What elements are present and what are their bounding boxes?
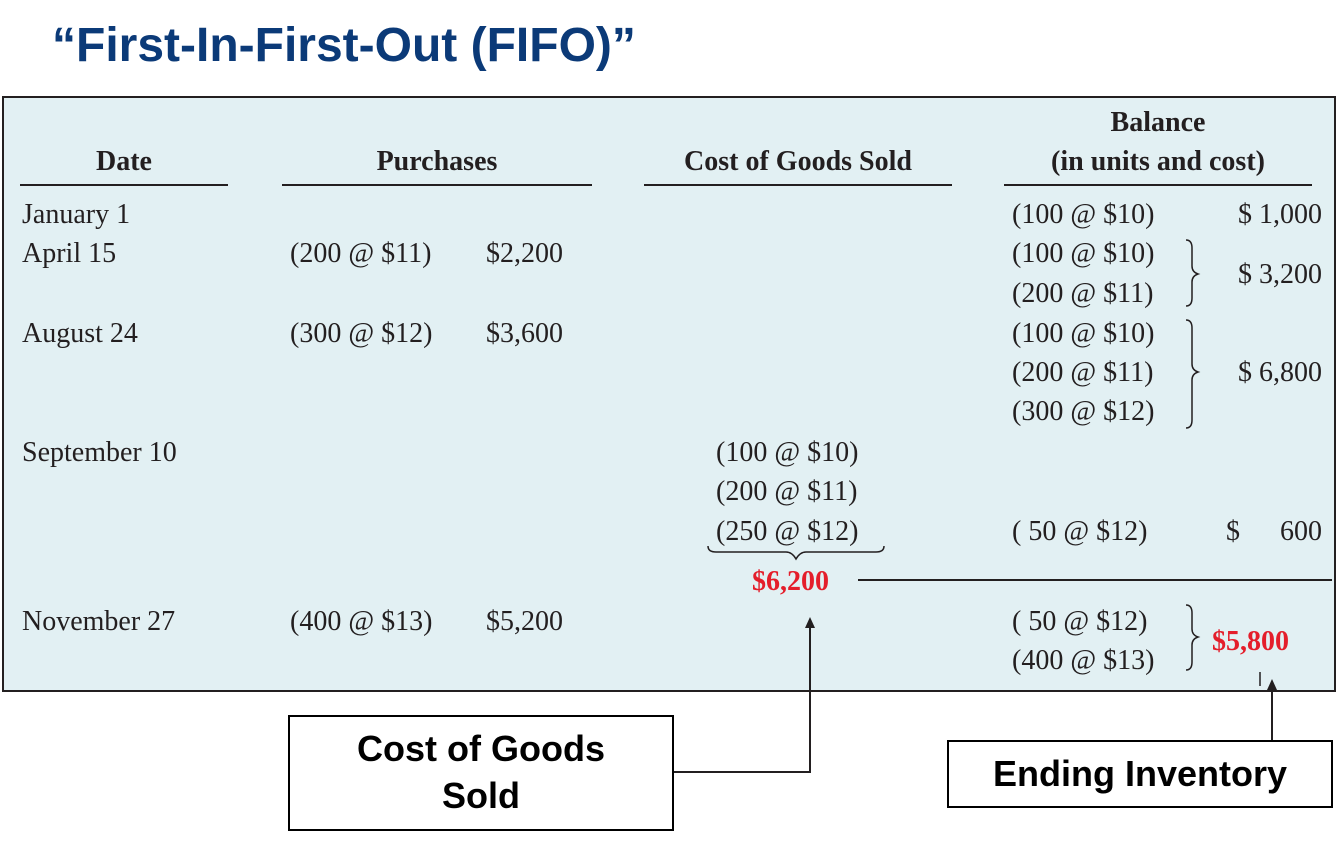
- purchase-cost-aug24: $3,600: [486, 318, 563, 349]
- header-rule-cogs: [644, 184, 952, 186]
- cogs-underbrace: [707, 545, 885, 561]
- cogs-total: $6,200: [752, 566, 829, 597]
- cogs-arrowhead: [805, 617, 815, 628]
- row-date-apr15: April 15: [22, 238, 117, 269]
- header-rule-purchases: [282, 184, 592, 186]
- purchase-cost-apr15: $2,200: [486, 238, 563, 269]
- purchase-units-nov27: (400 @ $13): [290, 606, 433, 637]
- balance-units-apr15-2: (200 @ $11): [1012, 278, 1154, 309]
- ending-inventory-total: $5,800: [1212, 626, 1289, 657]
- cogs-units-sep10-1: (100 @ $10): [716, 437, 859, 468]
- callout-cost-of-goods-sold: Cost of Goods Sold: [288, 715, 674, 831]
- purchase-units-apr15: (200 @ $11): [290, 238, 432, 269]
- fifo-table: Date Purchases Cost of Goods Sold Balanc…: [2, 96, 1336, 692]
- row-date-jan1: January 1: [22, 199, 131, 230]
- balance-units-aug24-1: (100 @ $10): [1012, 318, 1155, 349]
- slide-title: “First-In-First-Out (FIFO)”: [52, 19, 636, 72]
- ending-inventory-arrowhead: [1267, 679, 1277, 690]
- balance-cost-sep10: 600: [1280, 516, 1322, 547]
- purchase-units-aug24: (300 @ $12): [290, 318, 433, 349]
- cogs-units-sep10-2: (200 @ $11): [716, 476, 858, 507]
- balance-units-aug24-3: (300 @ $12): [1012, 396, 1155, 427]
- balance-cost-jan1: $ 1,000: [1238, 199, 1322, 230]
- brace-aug24: [1185, 319, 1201, 429]
- header-balance-line1: Balance: [1110, 107, 1206, 138]
- balance-units-jan1: (100 @ $10): [1012, 199, 1155, 230]
- callout-ending-inventory-label: Ending Inventory: [992, 752, 1287, 794]
- brace-apr15: [1185, 239, 1201, 307]
- balance-cost-aug24: $ 6,800: [1238, 357, 1322, 388]
- callout-cogs-line1: Cost of Goods: [357, 728, 605, 770]
- balance-units-aug24-2: (200 @ $11): [1012, 357, 1154, 388]
- callout-ending-inventory: Ending Inventory: [947, 740, 1333, 808]
- cogs-callout-connector: [672, 626, 811, 773]
- balance-units-nov27-2: (400 @ $13): [1012, 645, 1155, 676]
- header-date: Date: [96, 146, 152, 177]
- balance-units-sep10: ( 50 @ $12): [1012, 516, 1148, 547]
- row-date-aug24: August 24: [22, 318, 138, 349]
- cogs-units-sep10-3: (250 @ $12): [716, 516, 859, 547]
- callout-cogs-line2: Sold: [441, 775, 520, 816]
- header-cogs: Cost of Goods Sold: [684, 146, 912, 177]
- balance-units-nov27-1: ( 50 @ $12): [1012, 606, 1148, 637]
- row-date-sep10: September 10: [22, 437, 177, 468]
- balance-cost-apr15: $ 3,200: [1238, 259, 1322, 290]
- balance-units-apr15-1: (100 @ $10): [1012, 238, 1155, 269]
- header-purchases: Purchases: [376, 146, 498, 177]
- row-date-nov27: November 27: [22, 606, 176, 637]
- purchase-cost-nov27: $5,200: [486, 606, 563, 637]
- header-rule-date: [20, 184, 228, 186]
- header-balance-line2: (in units and cost): [1051, 146, 1265, 177]
- header-rule-balance: [1004, 184, 1312, 186]
- brace-nov27: [1185, 604, 1201, 671]
- balance-cost-symbol-sep10: $: [1226, 516, 1240, 547]
